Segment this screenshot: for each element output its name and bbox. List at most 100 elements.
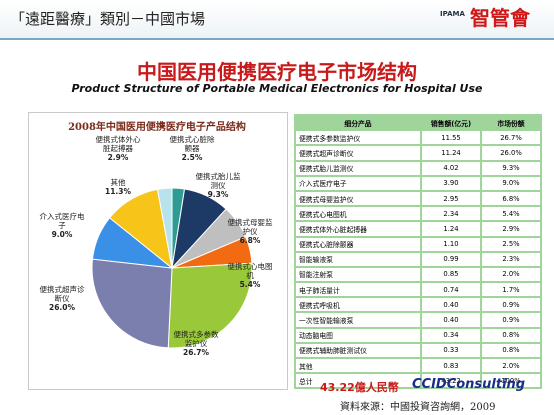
slice-value: 2.5% [181, 153, 203, 162]
slice-label: 便携式心脏除颤器 2.5% [169, 135, 215, 162]
chart-title: 2008年中国医用便携医疗电子产品结构 [68, 122, 246, 133]
table-cell: 0.83 [420, 356, 482, 375]
pie-slice [91, 258, 173, 349]
header-cell: 市场份额 [480, 113, 542, 132]
table-row: 便携式心电图机 2.34 5.4% [294, 205, 542, 223]
table-cell: 1.24 [420, 220, 482, 238]
table-row: 便携式母婴监护仪 2.95 6.8% [294, 189, 542, 208]
table-cell: 2.5% [480, 235, 542, 253]
table-cell: 100% [480, 372, 542, 390]
table-cell: 0.9% [480, 296, 542, 314]
logo: 智管會 [470, 6, 530, 30]
table-row: 便携式辅助肺脏测试仪 0.33 0.8% [294, 341, 542, 360]
table-cell: 9.0% [480, 174, 542, 192]
table-cell: 2.95 [420, 189, 482, 208]
table-cell: 总计 [294, 372, 422, 390]
total-note: 43.22億人民幣 [320, 381, 399, 394]
slice-value: 11.3% [104, 187, 132, 196]
table-cell: 0.74 [420, 281, 482, 299]
slice-name: 便携式超声诊断仪 [39, 285, 85, 303]
table-cell: 2.3% [480, 250, 542, 268]
table-cell: 动态脑电图 [294, 326, 422, 344]
table-cell: 0.34 [420, 326, 482, 344]
table-cell: 便携式胎儿监测仪 [294, 159, 422, 177]
source: 資料來源：中國投資咨詢網，2009 [340, 402, 496, 413]
slice-name: 便携式胎儿监测仪 [195, 172, 241, 190]
table-cell: 便携式心电图机 [294, 205, 422, 223]
table-cell: 智能注射泵 [294, 265, 422, 284]
table-cell: 26.0% [480, 144, 542, 162]
table-cell: 0.85 [420, 265, 482, 284]
table-row: 电子肺活量计 0.74 1.7% [294, 281, 542, 299]
logo-sub: IPAMA [440, 10, 465, 18]
slice-name: 其他 [110, 178, 126, 187]
table-cell: 4.02 [420, 159, 482, 177]
data-table: 细分产品 销售额(亿元) 市场份额 便携式多参数监护仪 11.55 26.7% 便携式超声诊… [294, 113, 542, 390]
slice-name: 便携式心脏除颤器 [169, 135, 215, 153]
slice-name: 便携式母婴监护仪 [227, 218, 273, 236]
header-bar [0, 0, 554, 40]
table-row: 一次性智能输液泵 0.40 0.9% [294, 311, 542, 329]
slice-label: 便携式心电图机 5.4% [227, 262, 273, 289]
table-cell: 1.7% [480, 281, 542, 299]
pie-slice [167, 262, 253, 349]
table-cell: 便携式辅助肺脏测试仪 [294, 341, 422, 360]
table-cell: 其他 [294, 356, 422, 375]
slice-value: 26.0% [48, 303, 76, 312]
table-cell: 智能输液泵 [294, 250, 422, 268]
slice-value: 9.0% [51, 230, 73, 239]
table-cell: 9.3% [480, 159, 542, 177]
slice-name: 便携式心电图机 [227, 262, 273, 280]
slice-value: 2.9% [107, 153, 129, 162]
title: 中国医用便携医疗电子市场结构 [137, 60, 417, 84]
table-cell: 0.8% [480, 341, 542, 360]
slice-label: 便携式体外心脏起搏器 2.9% [95, 135, 141, 162]
header-cell: 细分产品 [294, 113, 422, 132]
table-cell: 便携式呼吸机 [294, 296, 422, 314]
slice-value: 5.4% [239, 280, 261, 289]
table-row: 便携式胎儿监测仪 4.02 9.3% [294, 159, 542, 177]
table-cell: 电子肺活量计 [294, 281, 422, 299]
table-cell: 43.22 [420, 372, 482, 390]
table-cell: 5.4% [480, 205, 542, 223]
table-row: 便携式多参数监护仪 11.55 26.7% [294, 129, 542, 147]
table-row: 便携式心脏除颤器 1.10 2.5% [294, 235, 542, 253]
slice-value: 9.3% [207, 190, 229, 199]
slice-name: 介入式医疗电子 [39, 212, 85, 230]
slice-label: 便携式胎儿监测仪 9.3% [195, 172, 241, 199]
table-cell: 1.10 [420, 235, 482, 253]
table-cell: 0.99 [420, 250, 482, 268]
table-cell: 2.0% [480, 356, 542, 375]
table-cell: 一次性智能输液泵 [294, 311, 422, 329]
slice-name: 便携式体外心脏起搏器 [95, 135, 141, 153]
table-cell: 便携式心脏除颤器 [294, 235, 422, 253]
table-cell: 便携式多参数监护仪 [294, 129, 422, 147]
header-title: 「遠距醫療」類別－中國市場 [10, 10, 206, 28]
table-cell: 3.90 [420, 174, 482, 192]
table-cell: 介入式医疗电子 [294, 174, 422, 192]
table-cell: 0.33 [420, 341, 482, 360]
table-row: 便携式呼吸机 0.40 0.9% [294, 296, 542, 314]
subtitle: Product Structure of Portable Medical El… [71, 82, 483, 95]
table-cell: 便携式母婴监护仪 [294, 189, 422, 208]
table-cell: 11.55 [420, 129, 482, 147]
slice-label: 介入式医疗电子 9.0% [39, 212, 85, 239]
slice-value: 6.8% [239, 236, 261, 245]
slice-label: 便携式超声诊断仪 26.0% [39, 285, 85, 312]
table-cell: 26.7% [480, 129, 542, 147]
slice-name: 便携式多参数监护仪 [173, 330, 219, 348]
table-row: 智能注射泵 0.85 2.0% [294, 265, 542, 284]
table-cell: 2.0% [480, 265, 542, 284]
table-cell: 便携式超声诊断仪 [294, 144, 422, 162]
brand: CCIDConsulting [412, 377, 526, 392]
table-row: 便携式体外心脏起搏器 1.24 2.9% [294, 220, 542, 238]
slice-value: 26.7% [182, 348, 210, 357]
header-cell: 销售额(亿元) [420, 113, 482, 132]
table-cell: 2.9% [480, 220, 542, 238]
table-header: 细分产品 销售额(亿元) 市场份额 [294, 113, 542, 132]
table-cell: 0.40 [420, 311, 482, 329]
table-cell: 11.24 [420, 144, 482, 162]
table-row: 总计 43.22 100% [294, 372, 542, 390]
